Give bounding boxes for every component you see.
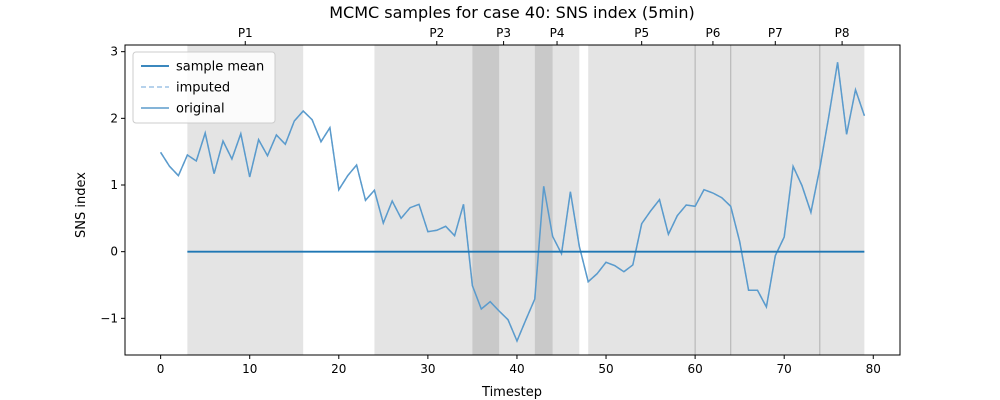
legend: sample mean imputed original bbox=[132, 51, 276, 124]
x-tick-label: 70 bbox=[777, 362, 792, 376]
chart-title: MCMC samples for case 40: SNS index (5mi… bbox=[329, 3, 694, 22]
x-tick-label: 0 bbox=[157, 362, 165, 376]
period-band-p5 bbox=[588, 45, 696, 355]
overlap-band-1 bbox=[472, 45, 500, 355]
series-lines bbox=[159, 62, 866, 343]
period-labels: P1 P2 P3 P4 P5 P6 P7 P8 bbox=[238, 26, 850, 45]
x-tick-label: 60 bbox=[687, 362, 702, 376]
y-tick-label: 1 bbox=[110, 178, 118, 192]
x-tick-label: 30 bbox=[420, 362, 435, 376]
period-label-p1: P1 bbox=[238, 26, 253, 40]
legend-label: original bbox=[176, 102, 225, 117]
period-bands bbox=[187, 45, 865, 355]
x-axis-ticks: 0 10 20 30 40 50 60 70 80 bbox=[157, 355, 881, 376]
original-line bbox=[159, 62, 866, 343]
overlap-band-2 bbox=[534, 45, 553, 355]
y-tick-label: 0 bbox=[110, 245, 118, 259]
period-label-p6: P6 bbox=[705, 26, 720, 40]
x-tick-label: 10 bbox=[242, 362, 257, 376]
period-label-p8: P8 bbox=[835, 26, 850, 40]
legend-label: imputed bbox=[176, 81, 230, 96]
x-tick-label: 80 bbox=[866, 362, 881, 376]
y-axis-label: SNS index bbox=[74, 172, 89, 238]
plot-frame bbox=[124, 44, 901, 356]
legend-label: sample mean bbox=[176, 60, 264, 75]
period-label-p4: P4 bbox=[550, 26, 565, 40]
y-tick-label: 3 bbox=[110, 45, 118, 59]
period-label-p5: P5 bbox=[634, 26, 649, 40]
period-label-p2: P2 bbox=[429, 26, 444, 40]
y-tick-label: −1 bbox=[100, 311, 118, 325]
period-band-p6 bbox=[695, 45, 731, 355]
x-tick-label: 40 bbox=[509, 362, 524, 376]
period-band-p8 bbox=[819, 45, 865, 355]
period-band-p7 bbox=[730, 45, 820, 355]
x-tick-label: 20 bbox=[331, 362, 346, 376]
y-axis-ticks: −1 0 1 2 3 bbox=[100, 45, 125, 325]
legend-box bbox=[132, 51, 276, 124]
period-label-p3: P3 bbox=[496, 26, 511, 40]
y-tick-label: 2 bbox=[110, 111, 118, 125]
period-label-p7: P7 bbox=[768, 26, 783, 40]
x-tick-label: 50 bbox=[598, 362, 613, 376]
x-axis-label: Timestep bbox=[481, 385, 542, 400]
